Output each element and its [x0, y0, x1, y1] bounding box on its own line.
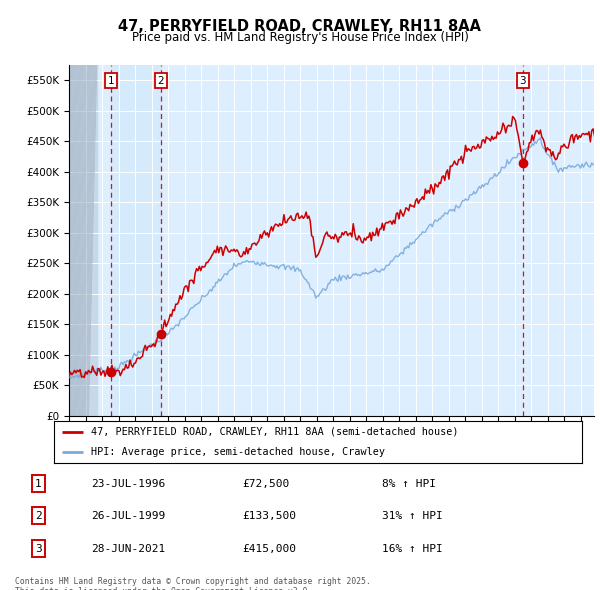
Text: 47, PERRYFIELD ROAD, CRAWLEY, RH11 8AA (semi-detached house): 47, PERRYFIELD ROAD, CRAWLEY, RH11 8AA (… — [91, 427, 458, 437]
Text: 26-JUL-1999: 26-JUL-1999 — [91, 511, 165, 520]
Text: 3: 3 — [35, 544, 41, 553]
Text: 2: 2 — [35, 511, 41, 520]
Text: £133,500: £133,500 — [242, 511, 296, 520]
Text: 23-JUL-1996: 23-JUL-1996 — [91, 478, 165, 489]
Text: £72,500: £72,500 — [242, 478, 289, 489]
Text: 31% ↑ HPI: 31% ↑ HPI — [382, 511, 442, 520]
Text: £415,000: £415,000 — [242, 544, 296, 553]
Text: 1: 1 — [35, 478, 41, 489]
Text: 47, PERRYFIELD ROAD, CRAWLEY, RH11 8AA: 47, PERRYFIELD ROAD, CRAWLEY, RH11 8AA — [119, 19, 482, 34]
Bar — [111, 65, 161, 416]
Text: 8% ↑ HPI: 8% ↑ HPI — [382, 478, 436, 489]
Text: HPI: Average price, semi-detached house, Crawley: HPI: Average price, semi-detached house,… — [91, 447, 385, 457]
Text: 28-JUN-2021: 28-JUN-2021 — [91, 544, 165, 553]
Text: Contains HM Land Registry data © Crown copyright and database right 2025.
This d: Contains HM Land Registry data © Crown c… — [15, 577, 371, 590]
Text: 2: 2 — [157, 76, 164, 86]
Text: 1: 1 — [108, 76, 115, 86]
Text: 16% ↑ HPI: 16% ↑ HPI — [382, 544, 442, 553]
Text: Price paid vs. HM Land Registry's House Price Index (HPI): Price paid vs. HM Land Registry's House … — [131, 31, 469, 44]
Text: 3: 3 — [520, 76, 526, 86]
